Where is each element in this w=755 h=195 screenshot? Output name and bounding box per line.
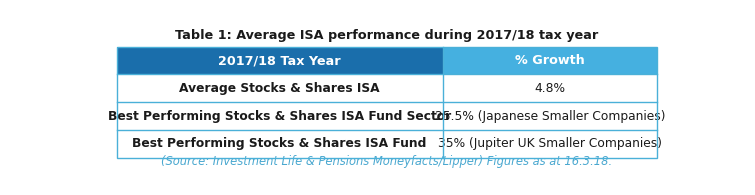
- Text: 35% (Jupiter UK Smaller Companies): 35% (Jupiter UK Smaller Companies): [438, 137, 662, 150]
- Text: 4.8%: 4.8%: [535, 82, 565, 95]
- Text: Table 1: Average ISA performance during 2017/18 tax year: Table 1: Average ISA performance during …: [175, 29, 599, 42]
- Text: Best Performing Stocks & Shares ISA Fund: Best Performing Stocks & Shares ISA Fund: [132, 137, 427, 150]
- Text: 25.5% (Japanese Smaller Companies): 25.5% (Japanese Smaller Companies): [435, 110, 665, 123]
- Bar: [116, 47, 658, 158]
- Bar: [442, 47, 658, 74]
- Text: % Growth: % Growth: [515, 54, 585, 67]
- Text: Best Performing Stocks & Shares ISA Fund Sector: Best Performing Stocks & Shares ISA Fund…: [108, 110, 451, 123]
- Text: (Source: Investment Life & Pensions Moneyfacts/Lipper) Figures as at 16.3.18.: (Source: Investment Life & Pensions Mone…: [162, 155, 612, 168]
- Bar: [116, 47, 442, 74]
- Text: 2017/18 Tax Year: 2017/18 Tax Year: [218, 54, 341, 67]
- Text: Average Stocks & Shares ISA: Average Stocks & Shares ISA: [179, 82, 380, 95]
